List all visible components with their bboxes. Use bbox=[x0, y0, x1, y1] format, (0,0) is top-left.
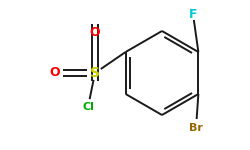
Text: Br: Br bbox=[189, 123, 203, 133]
Text: Cl: Cl bbox=[82, 102, 94, 112]
Text: O: O bbox=[50, 66, 60, 80]
Text: F: F bbox=[189, 8, 197, 21]
Text: S: S bbox=[90, 66, 100, 80]
Text: O: O bbox=[90, 26, 100, 39]
